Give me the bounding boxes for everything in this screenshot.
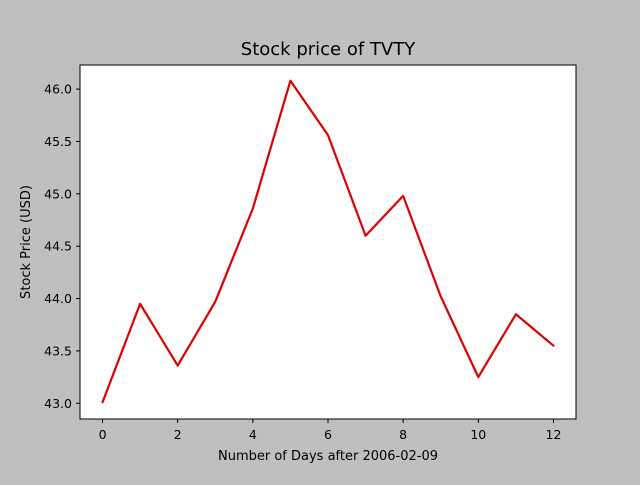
y-tick-label: 43.5 <box>44 343 72 358</box>
x-tick-label: 12 <box>546 427 562 442</box>
y-axis-ticks: 43.0 43.5 44.0 44.5 45.0 45.5 46.0 <box>44 82 80 411</box>
y-tick-label: 43.0 <box>44 396 72 411</box>
x-tick-label: 2 <box>174 427 182 442</box>
x-axis-label: Number of Days after 2006-02-09 <box>218 449 438 464</box>
x-tick-label: 6 <box>324 427 332 442</box>
y-tick-label: 45.0 <box>44 186 72 201</box>
x-tick-label: 8 <box>399 427 407 442</box>
y-tick-label: 46.0 <box>44 82 72 97</box>
y-axis-label: Stock Price (USD) <box>19 185 34 299</box>
y-tick-label: 44.5 <box>44 239 72 254</box>
y-tick-label: 44.0 <box>44 291 72 306</box>
x-axis-ticks: 0 2 4 6 8 10 12 <box>99 419 562 442</box>
plot-area <box>80 65 576 419</box>
x-tick-label: 4 <box>249 427 257 442</box>
y-tick-label: 45.5 <box>44 134 72 149</box>
chart-title: Stock price of TVTY <box>241 39 416 60</box>
x-tick-label: 10 <box>470 427 486 442</box>
x-tick-label: 0 <box>99 427 107 442</box>
